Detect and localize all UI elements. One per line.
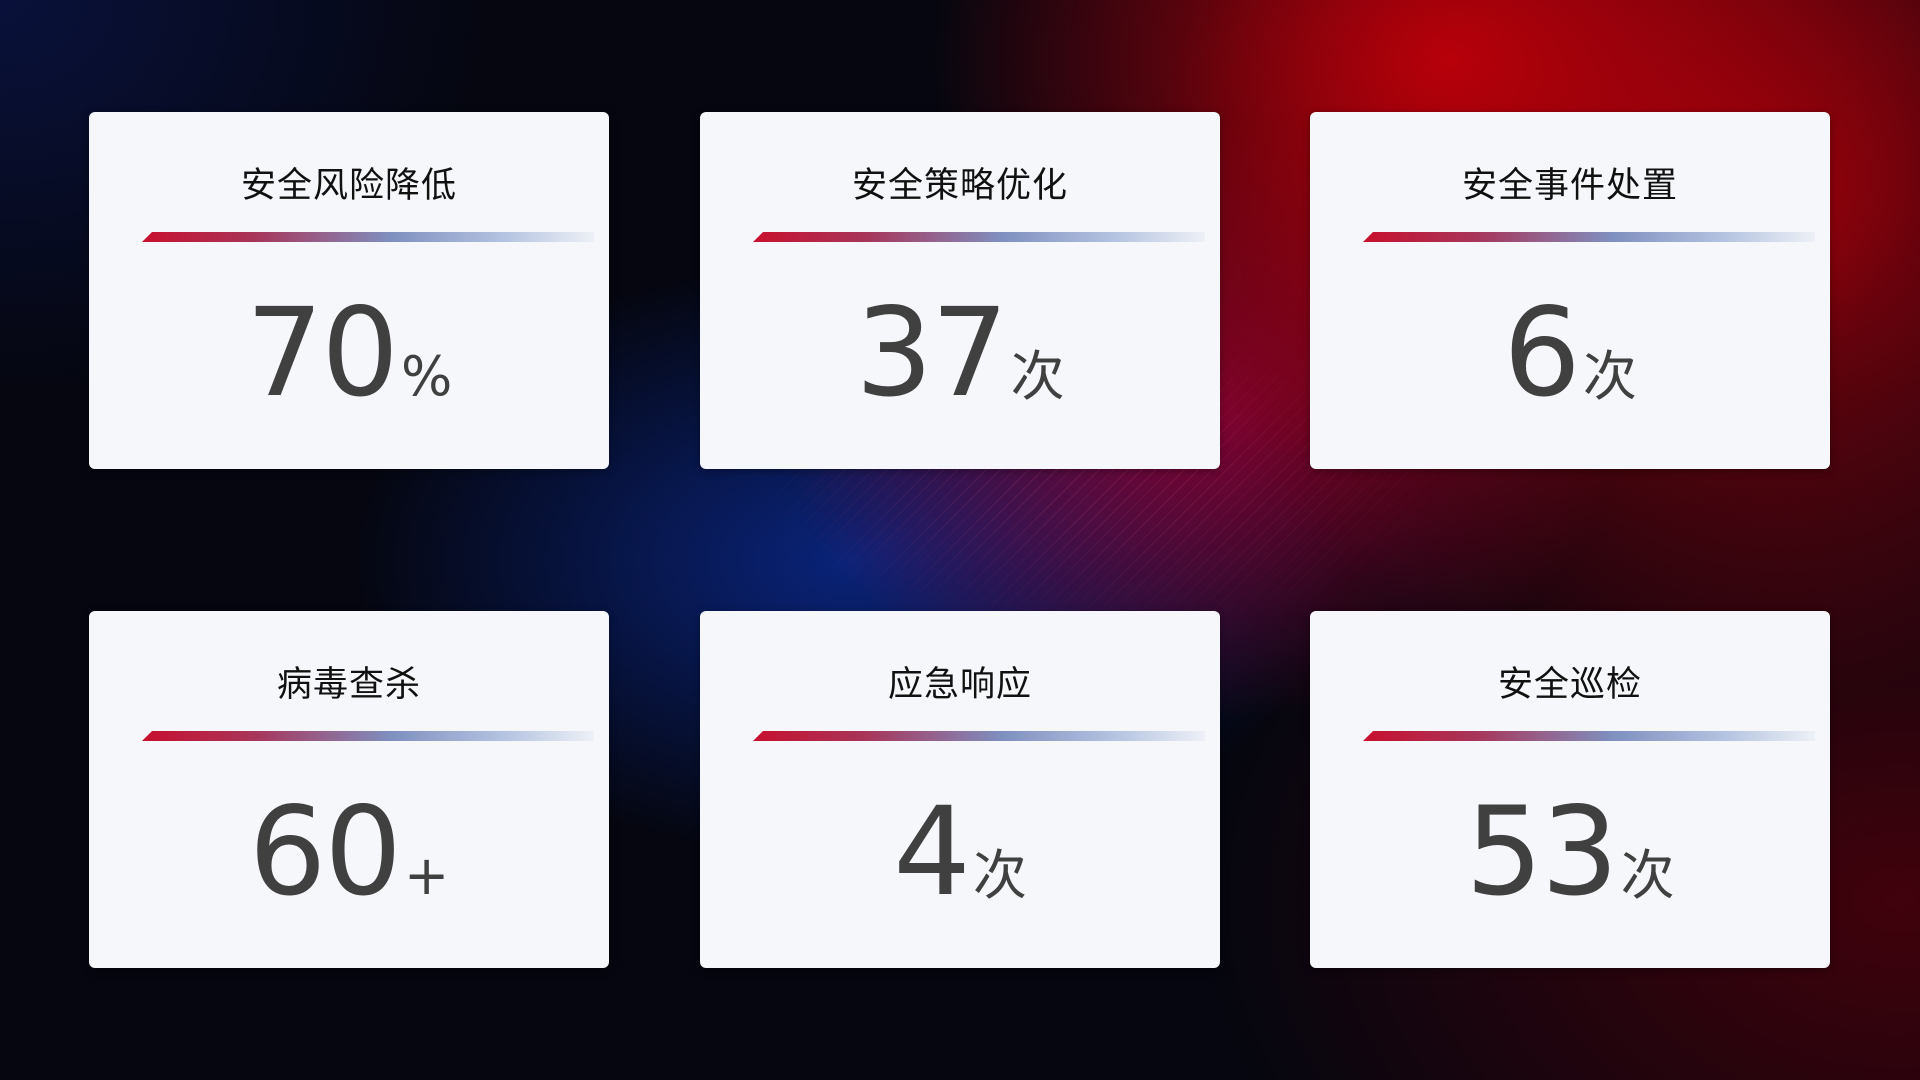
value-number: 37 [855,282,1008,424]
card-value: 37次 [700,282,1220,424]
card-value: 70% [89,282,609,424]
card-title: 安全风险降低 [240,166,457,206]
value-number: 53 [1465,781,1618,923]
card-value: 53次 [1310,781,1830,923]
stat-card-virus-removal: 病毒查杀 60+ [89,611,609,968]
stat-card-risk-reduction: 安全风险降低 70% [89,112,609,469]
gradient-divider [1363,731,1815,741]
value-unit: 次 [1620,844,1675,907]
value-unit: 次 [972,844,1027,907]
card-value: 6次 [1310,282,1830,424]
gradient-divider [753,232,1205,242]
value-unit: % [400,345,453,408]
gradient-divider [1363,232,1815,242]
stat-card-policy-optimization: 安全策略优化 37次 [700,112,1220,469]
stat-card-incident-handling: 安全事件处置 6次 [1310,112,1830,469]
card-title: 应急响应 [887,665,1032,705]
value-unit: + [404,844,450,907]
value-number: 6 [1503,282,1581,424]
gradient-divider [142,232,594,242]
value-unit: 次 [1010,345,1065,408]
value-unit: 次 [1582,345,1637,408]
gradient-divider [753,731,1205,741]
card-title: 安全策略优化 [851,166,1068,206]
value-number: 4 [893,781,971,923]
stat-card-emergency-response: 应急响应 4次 [700,611,1220,968]
card-title: 病毒查杀 [276,665,421,705]
card-title: 安全事件处置 [1461,166,1678,206]
card-value: 4次 [700,781,1220,923]
card-value: 60+ [89,781,609,923]
stat-card-security-inspection: 安全巡检 53次 [1310,611,1830,968]
card-title: 安全巡检 [1497,665,1642,705]
value-number: 60 [248,781,402,923]
value-number: 70 [245,282,399,424]
gradient-divider [142,731,594,741]
